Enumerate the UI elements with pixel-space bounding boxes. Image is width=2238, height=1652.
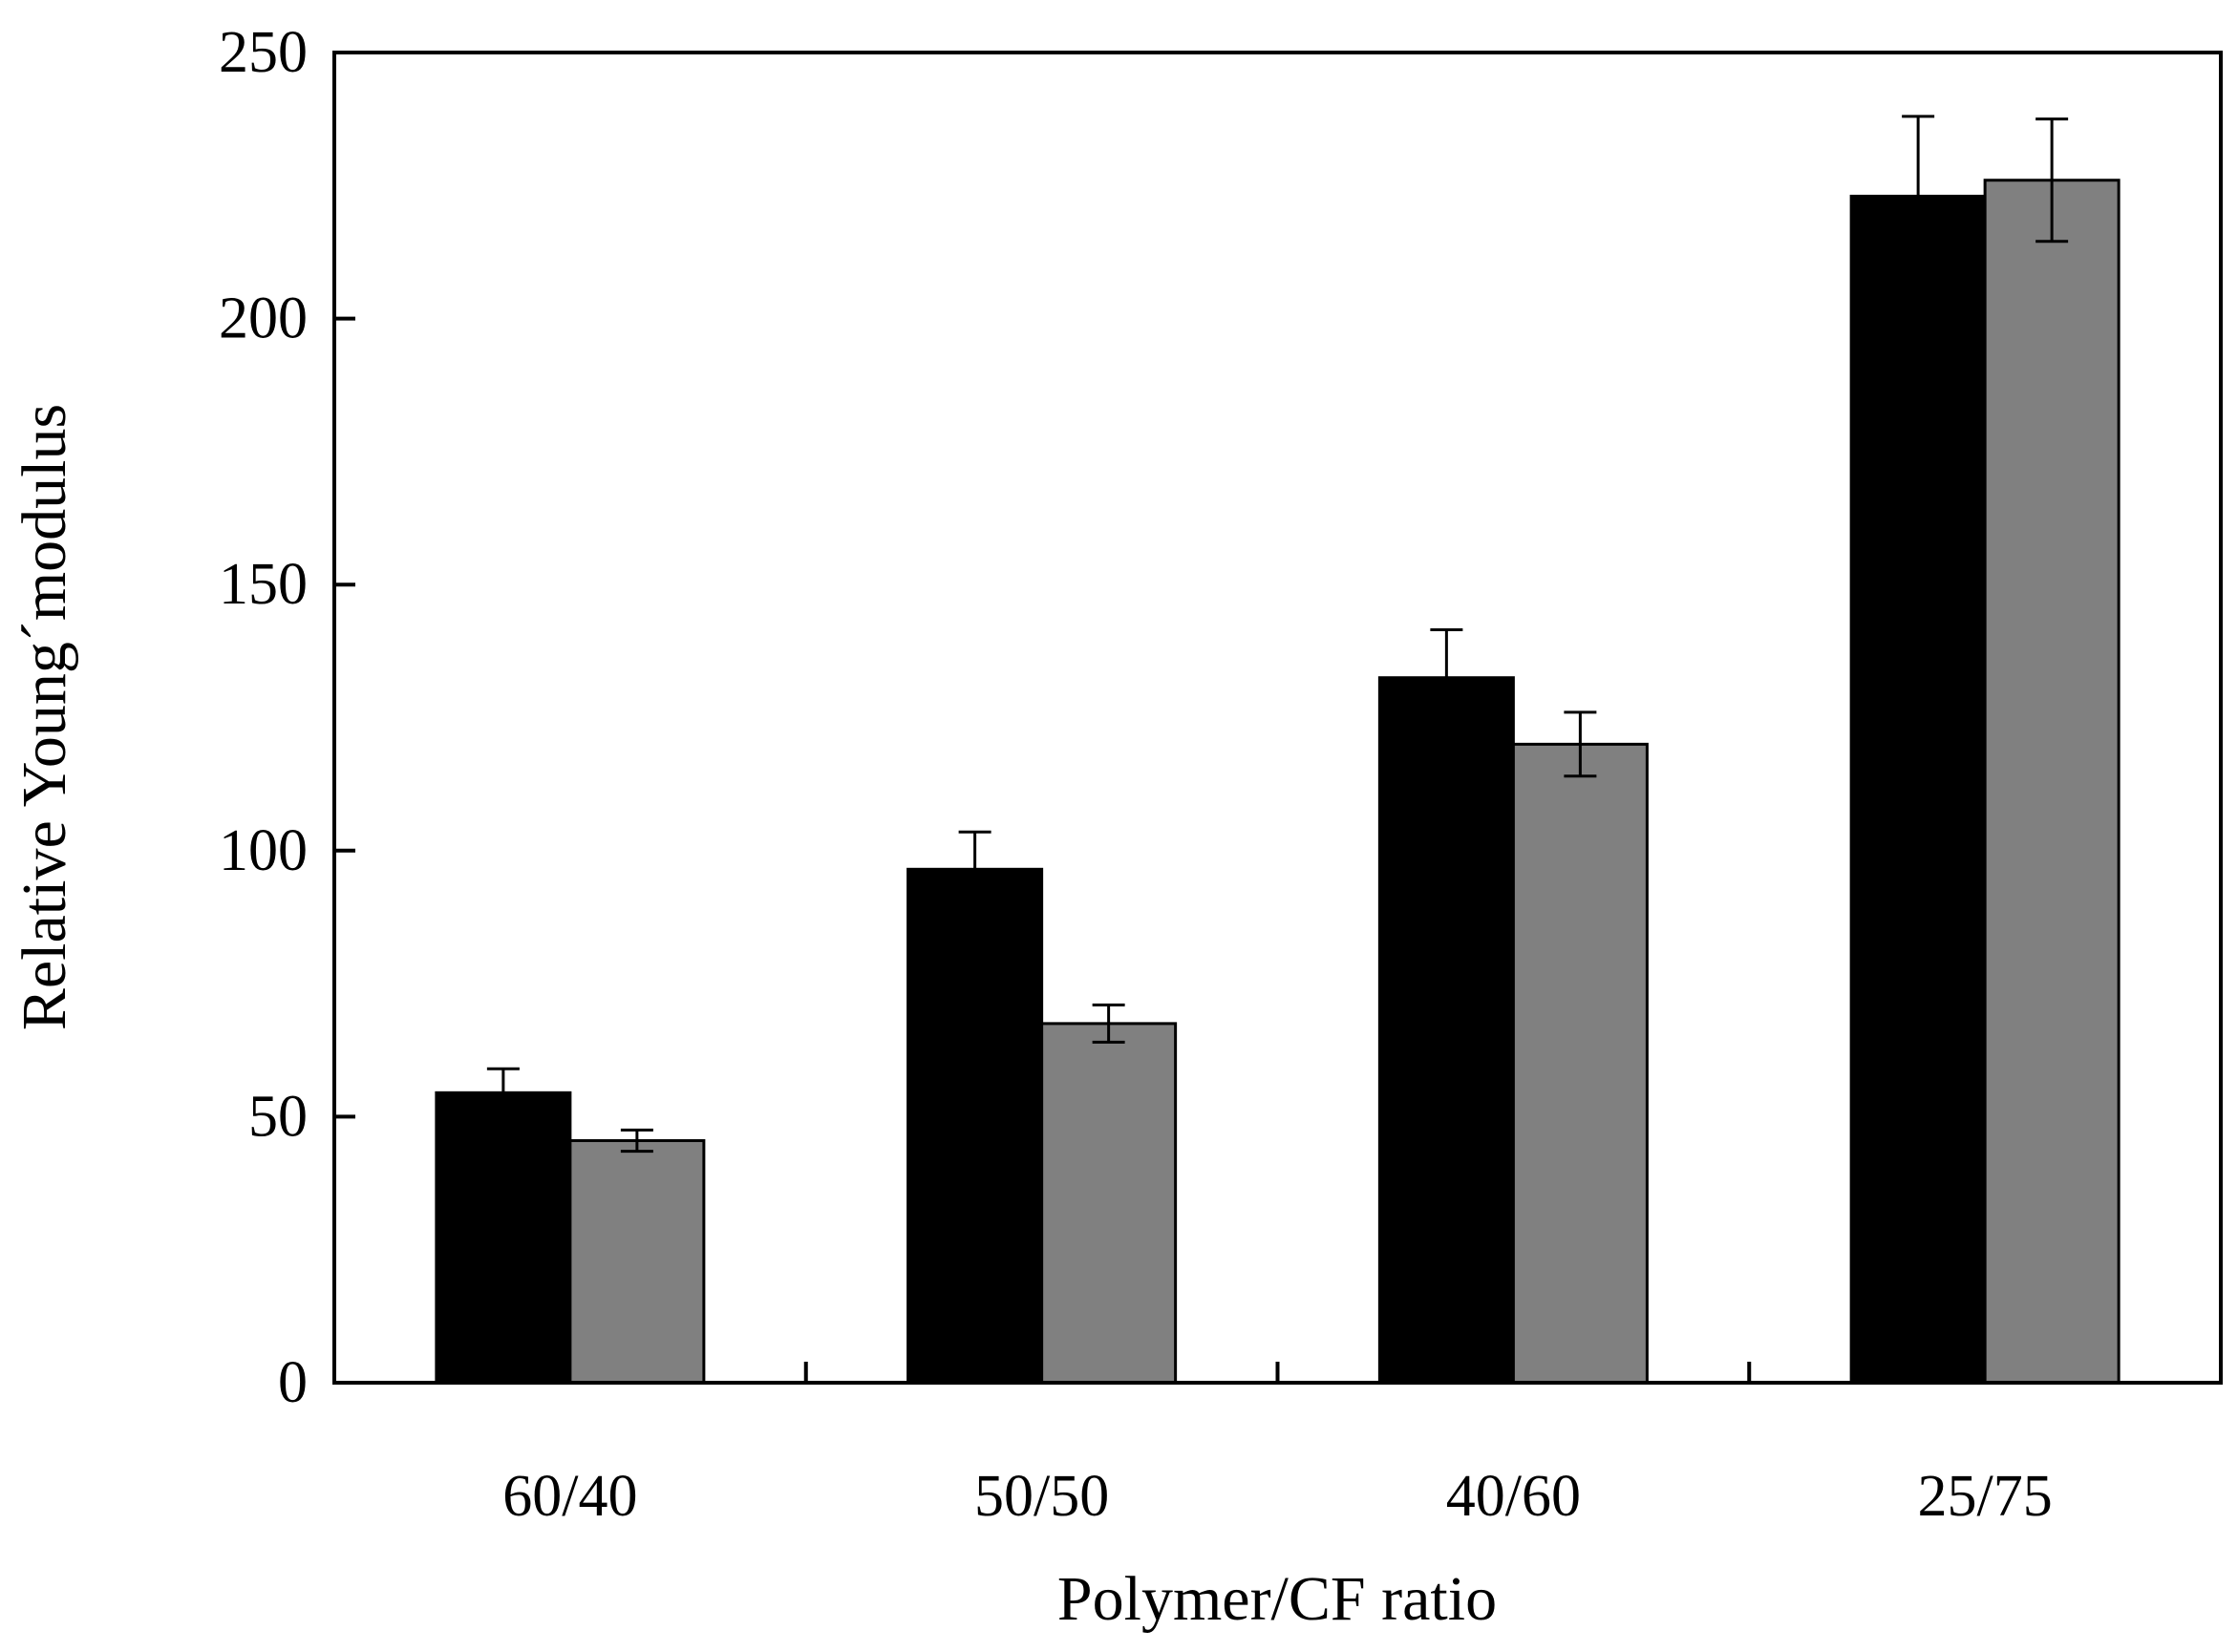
bar-series-2-40/60 <box>1511 742 1649 1385</box>
y-tick-label: 150 <box>219 552 308 617</box>
bar-series-2-50/50 <box>1040 1022 1178 1385</box>
y-tick-label: 0 <box>278 1350 308 1415</box>
x-axis: 60/40 50/50 40/60 25/75 <box>502 1362 2053 1529</box>
bar-series-1-60/40 <box>435 1091 572 1385</box>
bar-series-1-50/50 <box>906 867 1044 1385</box>
y-tick-label: 50 <box>248 1084 308 1149</box>
y-tick-label: 250 <box>219 20 308 85</box>
x-tick-label: 60/40 <box>502 1464 637 1529</box>
x-tick-label: 25/75 <box>1918 1464 2053 1529</box>
x-axis-title: Polymer/CF ratio <box>1057 1564 1497 1634</box>
y-tick-label: 100 <box>219 818 308 883</box>
x-tick-label: 50/50 <box>974 1464 1109 1529</box>
x-tick-label: 40/60 <box>1446 1464 1581 1529</box>
y-axis: 0 50 100 150 200 250 <box>219 20 355 1415</box>
y-tick-label: 200 <box>219 286 308 351</box>
y-axis-title: Relative Young´modulus <box>10 404 79 1030</box>
bar-series-2-60/40 <box>568 1138 706 1385</box>
bar-series-1-40/60 <box>1377 676 1515 1385</box>
error-bars-layer <box>486 115 2069 1154</box>
bar-series-1-25/75 <box>1849 194 1987 1385</box>
bar-series-2-25/75 <box>1983 179 2121 1385</box>
bars-layer <box>435 179 2121 1385</box>
